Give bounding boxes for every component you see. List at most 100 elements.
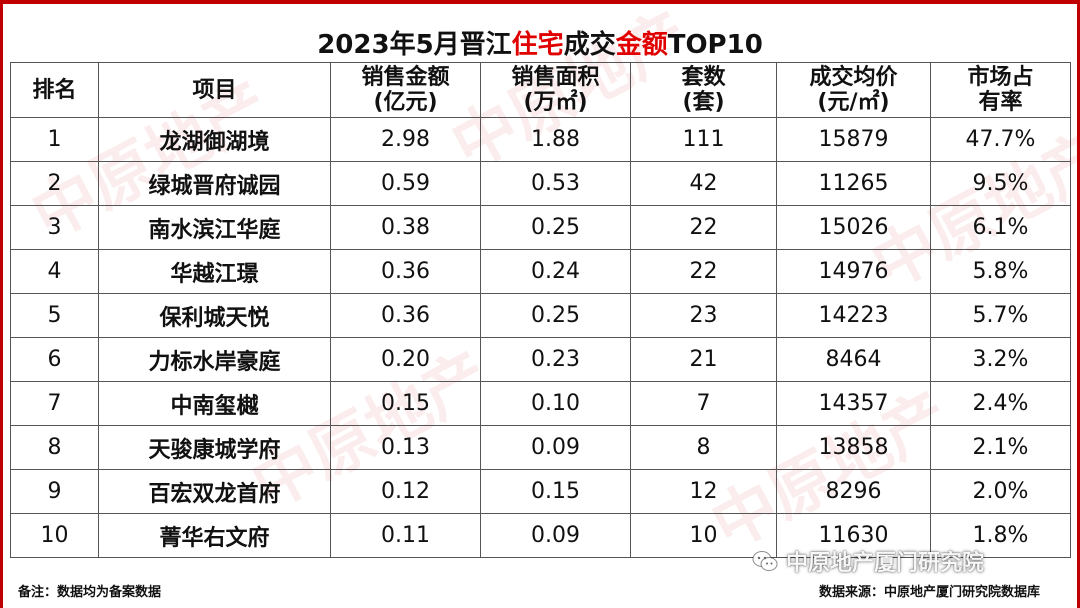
table-cell: 11265 bbox=[776, 161, 931, 206]
column-header: 销售面积 (万㎡) bbox=[480, 62, 631, 118]
table-cell: 13858 bbox=[776, 425, 931, 470]
wechat-label: 中原地产厦门研究院 bbox=[786, 551, 985, 576]
table-cell: 9.5% bbox=[930, 161, 1071, 206]
table-cell: 0.59 bbox=[330, 161, 481, 206]
title-highlight: 金额 bbox=[615, 30, 668, 60]
table-cell: 12 bbox=[630, 469, 777, 514]
page-title: 2023年5月晋江住宅成交金额TOP10 bbox=[4, 28, 1076, 62]
table-cell: 22 bbox=[630, 205, 777, 250]
table-row: 4 华越江璟 0.36 0.24 22 14976 5.8% bbox=[10, 249, 1071, 294]
table-row: 6 力标水岸豪庭 0.20 0.23 21 8464 3.2% bbox=[10, 337, 1071, 382]
table-cell: 7 bbox=[630, 381, 777, 426]
column-header: 销售金额 (亿元) bbox=[330, 62, 481, 118]
table-cell: 0.36 bbox=[330, 293, 481, 338]
title-part: 2023年5月晋江 bbox=[317, 30, 512, 60]
table-cell: 8296 bbox=[776, 469, 931, 514]
table-cell: 1.88 bbox=[480, 117, 631, 162]
table-row: 2 绿城晋府诚园 0.59 0.53 42 11265 9.5% bbox=[10, 161, 1071, 206]
table-cell: 0.12 bbox=[330, 469, 481, 514]
table-row: 9 百宏双龙首府 0.12 0.15 12 8296 2.0% bbox=[10, 469, 1071, 514]
table-cell: 0.10 bbox=[480, 381, 631, 426]
table-cell: 22 bbox=[630, 249, 777, 294]
table-cell: 0.36 bbox=[330, 249, 481, 294]
column-header: 排名 bbox=[10, 62, 99, 118]
project-name-cell: 绿城晋府诚园 bbox=[98, 161, 331, 206]
table-cell: 0.15 bbox=[480, 469, 631, 514]
table-cell: 14976 bbox=[776, 249, 931, 294]
table-cell: 0.38 bbox=[330, 205, 481, 250]
table-cell: 111 bbox=[630, 117, 777, 162]
table-row: 3 南水滨江华庭 0.38 0.25 22 15026 6.1% bbox=[10, 205, 1071, 250]
table-cell: 11630 bbox=[776, 513, 931, 558]
table-cell: 0.09 bbox=[480, 513, 631, 558]
project-name-cell: 百宏双龙首府 bbox=[98, 469, 331, 514]
table-cell: 2.4% bbox=[930, 381, 1071, 426]
footer-source: 数据来源：中原地产厦门研究院数据库 bbox=[818, 585, 1040, 600]
table-cell: 4 bbox=[10, 249, 99, 294]
wechat-watermark: 中原地产厦门研究院 bbox=[752, 545, 984, 577]
table-cell: 10 bbox=[630, 513, 777, 558]
table-header-row: 排名 项目 销售金额 (亿元) 销售面积 (万㎡) 套数 (套) 成交均价 (元/㎡) 市场占 有率 bbox=[10, 62, 1071, 118]
table-cell: 14357 bbox=[776, 381, 931, 426]
table-cell: 0.25 bbox=[480, 205, 631, 250]
project-name-cell: 龙湖御湖境 bbox=[98, 117, 331, 162]
column-header: 套数 (套) bbox=[630, 62, 777, 118]
table-cell: 47.7% bbox=[930, 117, 1071, 162]
table-cell: 0.20 bbox=[330, 337, 481, 382]
title-part: TOP10 bbox=[667, 30, 763, 60]
table-cell: 5 bbox=[10, 293, 99, 338]
table-cell: 8464 bbox=[776, 337, 931, 382]
table-body: 1 龙湖御湖境 2.98 1.88 111 15879 47.7% 2 绿城晋府诚园 0.59 0.… bbox=[10, 117, 1071, 558]
table-cell: 7 bbox=[10, 381, 99, 426]
table-row: 8 天骏康城学府 0.13 0.09 8 13858 2.1% bbox=[10, 425, 1071, 470]
table-cell: 42 bbox=[630, 161, 777, 206]
table-row: 10 菁华右文府 0.11 0.09 10 11630 1.8% bbox=[10, 513, 1071, 558]
ranking-table: 排名 项目 销售金额 (亿元) 销售面积 (万㎡) 套数 (套) 成交均价 (元/㎡) 市场占 有率 … bbox=[10, 62, 1071, 558]
table-cell: 23 bbox=[630, 293, 777, 338]
table-cell: 2.0% bbox=[930, 469, 1071, 514]
table-cell: 2.98 bbox=[330, 117, 481, 162]
table-cell: 1 bbox=[10, 117, 99, 162]
table-cell: 0.25 bbox=[480, 293, 631, 338]
table-cell: 21 bbox=[630, 337, 777, 382]
table-cell: 10 bbox=[10, 513, 99, 558]
wechat-icon bbox=[752, 550, 778, 572]
table-cell: 0.09 bbox=[480, 425, 631, 470]
table-cell: 1.8% bbox=[930, 513, 1071, 558]
table-cell: 15879 bbox=[776, 117, 931, 162]
table-cell: 14223 bbox=[776, 293, 931, 338]
project-name-cell: 南水滨江华庭 bbox=[98, 205, 331, 250]
table-cell: 6.1% bbox=[930, 205, 1071, 250]
table-cell: 8 bbox=[630, 425, 777, 470]
title-part: 成交 bbox=[563, 30, 616, 60]
project-name-cell: 力标水岸豪庭 bbox=[98, 337, 331, 382]
table-row: 1 龙湖御湖境 2.98 1.88 111 15879 47.7% bbox=[10, 117, 1071, 162]
title-highlight: 住宅 bbox=[511, 30, 564, 60]
table-cell: 9 bbox=[10, 469, 99, 514]
table-row: 7 中南玺樾 0.15 0.10 7 14357 2.4% bbox=[10, 381, 1071, 426]
table-cell: 6 bbox=[10, 337, 99, 382]
table-cell: 0.13 bbox=[330, 425, 481, 470]
table-cell: 5.8% bbox=[930, 249, 1071, 294]
project-name-cell: 保利城天悦 bbox=[98, 293, 331, 338]
project-name-cell: 华越江璟 bbox=[98, 249, 331, 294]
table-cell: 0.15 bbox=[330, 381, 481, 426]
table-cell: 0.53 bbox=[480, 161, 631, 206]
table-cell: 2 bbox=[10, 161, 99, 206]
column-header: 成交均价 (元/㎡) bbox=[776, 62, 931, 118]
table-cell: 2.1% bbox=[930, 425, 1071, 470]
footer-note: 备注：数据均为备案数据 bbox=[18, 585, 162, 600]
table-cell: 15026 bbox=[776, 205, 931, 250]
table-cell: 8 bbox=[10, 425, 99, 470]
column-header: 项目 bbox=[98, 62, 331, 118]
table-cell: 0.11 bbox=[330, 513, 481, 558]
table-cell: 0.24 bbox=[480, 249, 631, 294]
project-name-cell: 中南玺樾 bbox=[98, 381, 331, 426]
table-row: 5 保利城天悦 0.36 0.25 23 14223 5.7% bbox=[10, 293, 1071, 338]
table-cell: 5.7% bbox=[930, 293, 1071, 338]
column-header: 市场占 有率 bbox=[930, 62, 1071, 118]
table-cell: 3.2% bbox=[930, 337, 1071, 382]
table-cell: 3 bbox=[10, 205, 99, 250]
project-name-cell: 菁华右文府 bbox=[98, 513, 331, 558]
